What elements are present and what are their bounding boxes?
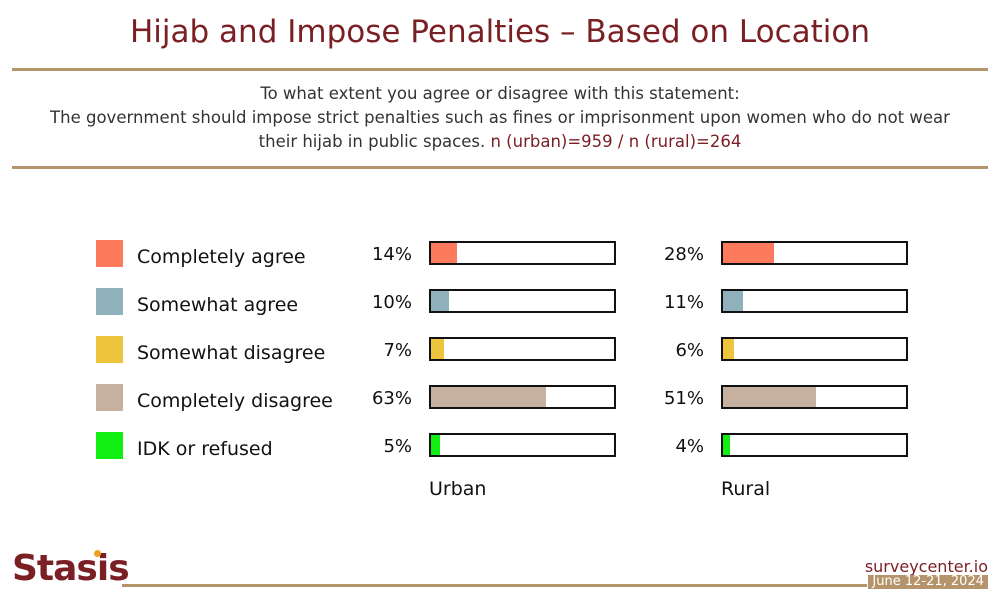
legend-label: IDK or refused	[137, 438, 273, 460]
bar	[431, 435, 441, 455]
chart-title: Hijab and Impose Penalties – Based on Lo…	[129, 14, 871, 50]
bar	[431, 387, 547, 407]
legend-label: Somewhat disagree	[137, 342, 326, 364]
bar	[723, 291, 744, 311]
bar-frame	[721, 433, 908, 457]
question-line-3-text: their hijab in public spaces.	[258, 132, 486, 151]
bar-frame	[721, 289, 908, 313]
data-label: 4%	[675, 436, 704, 457]
legend-label: Completely disagree	[137, 390, 333, 412]
bar	[431, 243, 457, 263]
series-label: Rural	[721, 478, 771, 500]
title-divider	[12, 68, 988, 71]
legend-label: Completely agree	[137, 246, 306, 268]
bar-frame	[721, 337, 908, 361]
data-label: 51%	[663, 388, 704, 409]
data-label: 7%	[383, 340, 412, 361]
bar-frame	[429, 241, 616, 265]
bar	[723, 339, 734, 359]
legend-swatch	[96, 336, 123, 363]
series-label: Urban	[429, 478, 487, 500]
subtitle-divider	[12, 166, 988, 169]
bar	[723, 243, 775, 263]
bar	[723, 387, 817, 407]
bar	[431, 339, 444, 359]
data-label: 5%	[383, 436, 412, 457]
data-label: 11%	[663, 292, 704, 313]
question-line-3: their hijab in public spaces. n (urban)=…	[40, 130, 960, 154]
legend-swatch	[96, 288, 123, 315]
bar-frame	[429, 289, 616, 313]
data-label: 6%	[675, 340, 704, 361]
survey-date: June 12-21, 2024	[868, 575, 988, 589]
footer-divider	[122, 584, 867, 587]
bar-frame	[721, 385, 908, 409]
data-label: 63%	[371, 388, 412, 409]
bar	[723, 435, 731, 455]
legend-swatch	[96, 240, 123, 267]
bar-frame	[429, 433, 616, 457]
bar-frame	[429, 385, 616, 409]
question-line-2: The government should impose strict pena…	[50, 108, 950, 127]
bar-frame	[721, 241, 908, 265]
bar-frame	[429, 337, 616, 361]
data-label: 10%	[371, 292, 412, 313]
question-line-1: To what extent you agree or disagree wit…	[260, 84, 740, 103]
data-label: 14%	[371, 244, 412, 265]
question-text: To what extent you agree or disagree wit…	[40, 82, 960, 154]
stasis-logo: Stasis	[12, 548, 130, 589]
legend-label: Somewhat agree	[137, 294, 299, 316]
logo-dot	[94, 550, 101, 557]
sample-size: n (urban)=959 / n (rural)=264	[490, 132, 742, 151]
bar	[431, 291, 450, 311]
legend-swatch	[96, 432, 123, 459]
site-url: surveycenter.io	[864, 557, 988, 576]
data-label: 28%	[663, 244, 704, 265]
legend-swatch	[96, 384, 123, 411]
